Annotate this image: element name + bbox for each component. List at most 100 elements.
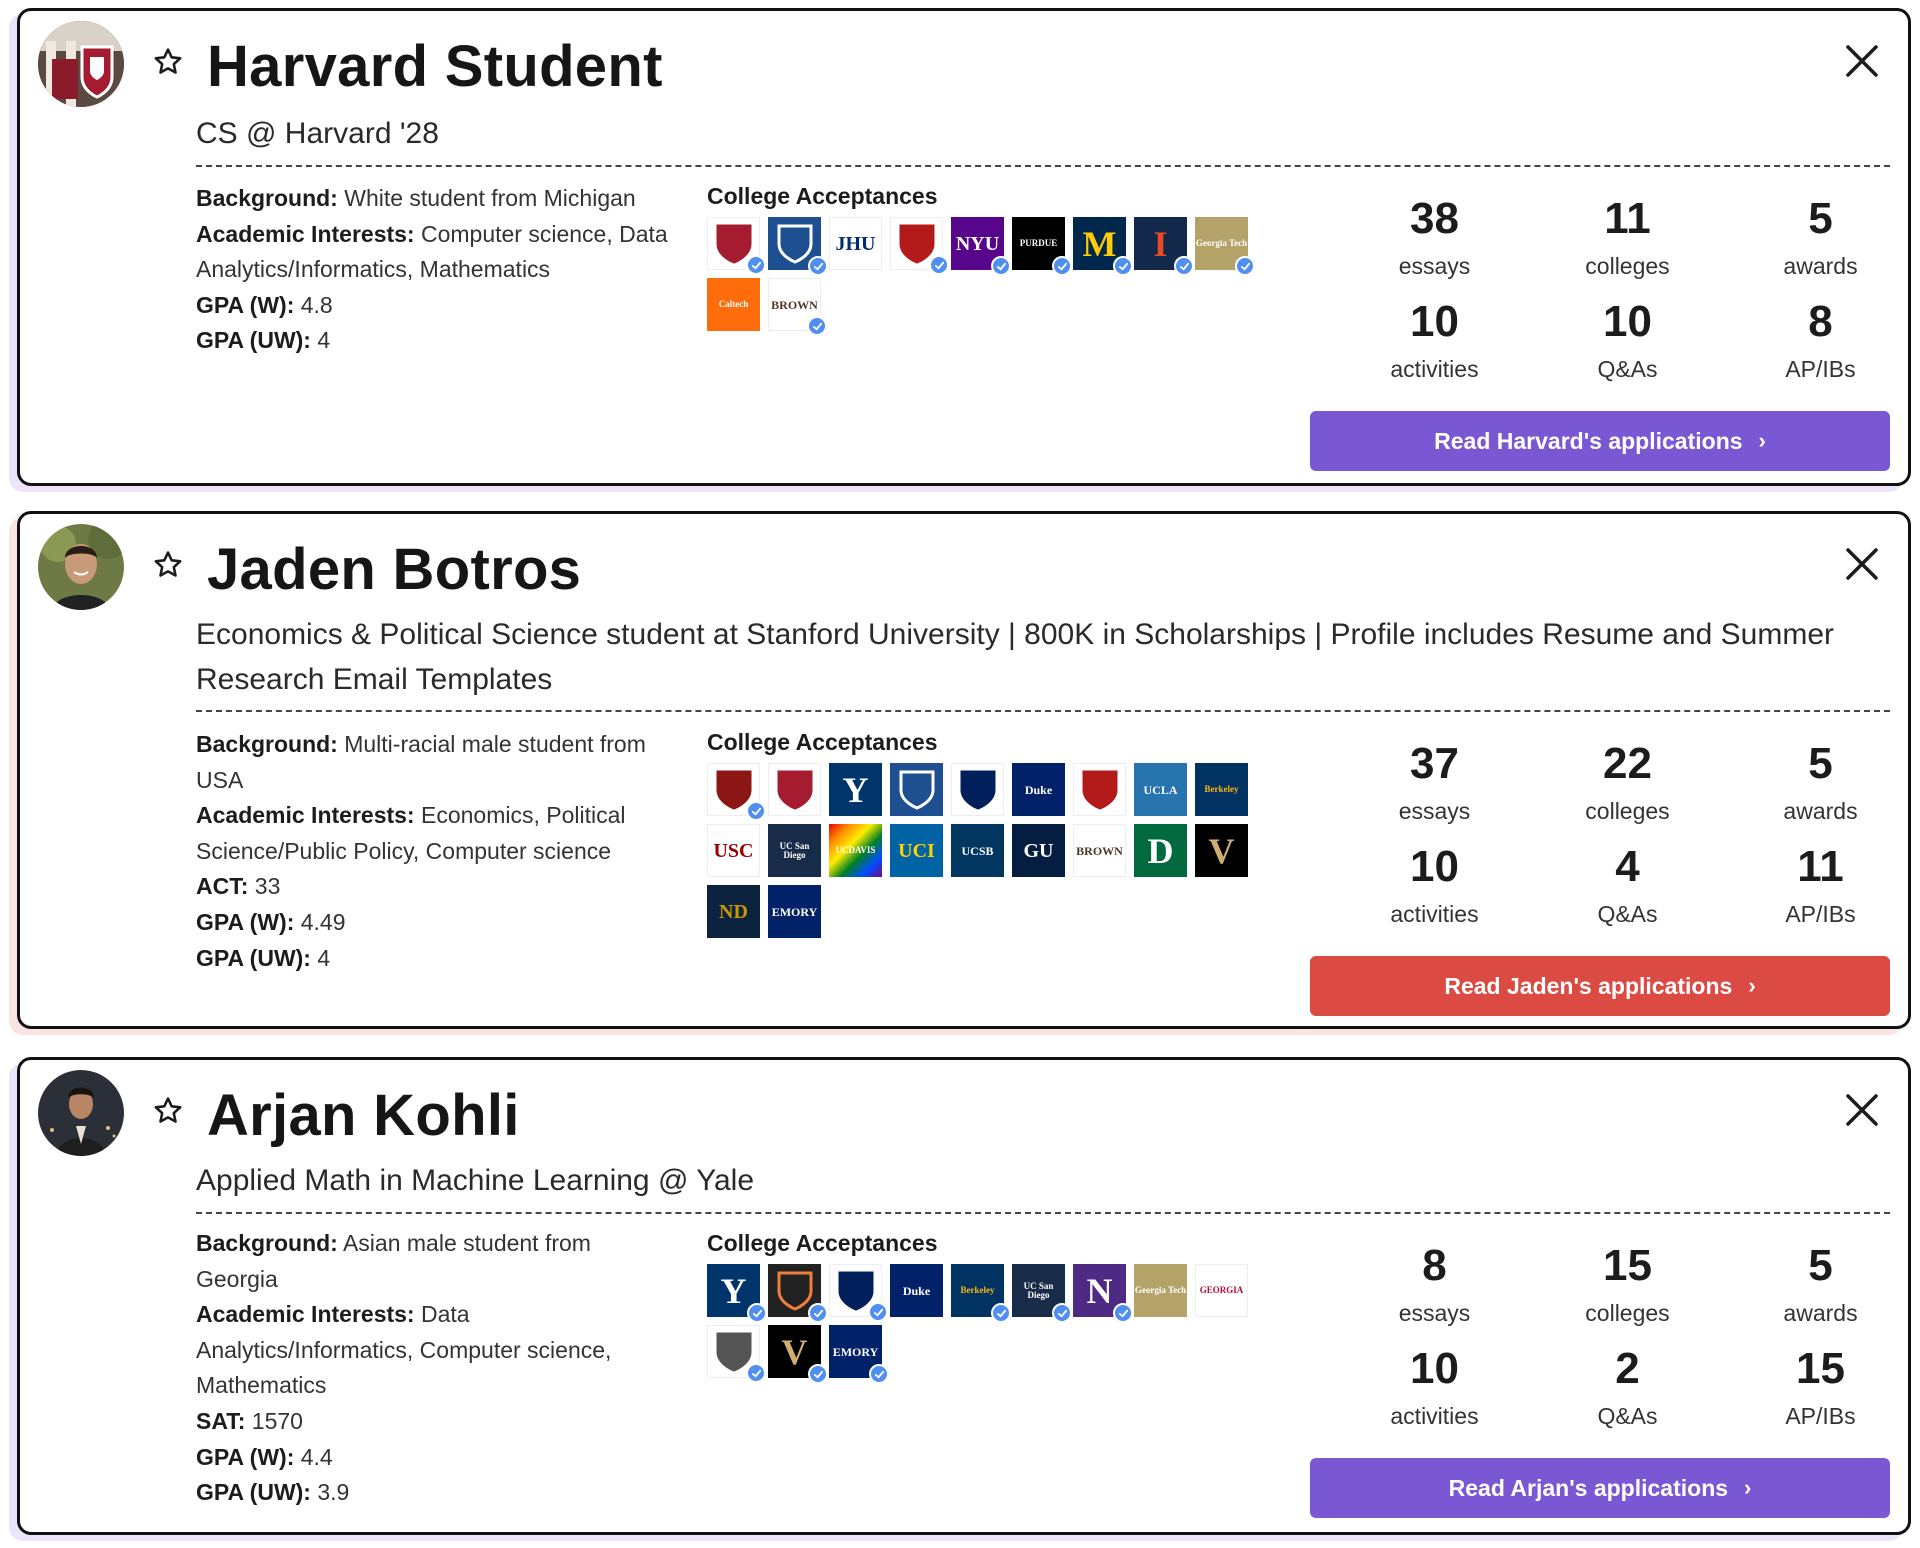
- logo-text: Berkeley: [1204, 784, 1239, 794]
- ucsb-logo-icon[interactable]: UCSB: [951, 824, 1004, 877]
- duke-chapel-icon[interactable]: Duke: [890, 1264, 943, 1317]
- avatar-image-icon: [38, 1070, 124, 1156]
- nyu-torch-icon[interactable]: NYU: [951, 217, 1011, 276]
- stat-awards: 5 awards: [1724, 736, 1917, 839]
- ucsd-logo-icon[interactable]: UC San Diego: [1012, 1264, 1072, 1323]
- berkeley-seal-icon[interactable]: Berkeley: [1195, 763, 1248, 816]
- stat-value: 5: [1808, 1241, 1833, 1290]
- close-icon[interactable]: [1842, 1090, 1882, 1130]
- rice-owl-icon[interactable]: [707, 1325, 766, 1383]
- caltech-logo-icon[interactable]: Caltech: [707, 278, 760, 331]
- logo-text: UCI: [898, 839, 935, 862]
- michigan-m-icon[interactable]: M: [1073, 217, 1133, 276]
- princeton-logo-icon[interactable]: [768, 1264, 828, 1323]
- verified-check-icon: [808, 1303, 828, 1323]
- interests-row: Academic Interests: Economics, Political…: [196, 802, 626, 864]
- logo-text: Caltech: [718, 299, 749, 309]
- student-details: Background: Multi-racial male student fr…: [196, 727, 686, 976]
- ucsd-logo-icon[interactable]: UC San Diego: [768, 824, 821, 877]
- ucdavis-logo-icon[interactable]: UCDAVIS: [829, 824, 882, 877]
- student-name: Arjan Kohli: [207, 1083, 520, 1148]
- emory-shield-icon[interactable]: EMORY: [829, 1325, 889, 1384]
- emblem-shape-icon: [960, 770, 995, 810]
- logo-text: I: [1153, 223, 1168, 264]
- georgia-tech-logo-icon[interactable]: Georgia Tech: [1195, 217, 1255, 276]
- vanderbilt-v-icon[interactable]: V: [768, 1325, 828, 1384]
- stat-label: Q&As: [1597, 901, 1658, 927]
- stanford-tree-icon[interactable]: [707, 763, 766, 821]
- georgetown-logo-icon[interactable]: GU: [1012, 824, 1065, 877]
- yale-y-icon[interactable]: Y: [829, 763, 882, 816]
- verified-check-icon: [808, 1364, 828, 1384]
- duke-chapel-icon[interactable]: Duke: [1012, 763, 1065, 816]
- stat-label: AP/IBs: [1785, 1403, 1856, 1429]
- emblem-shape-icon: [716, 1332, 751, 1372]
- vanderbilt-v-icon[interactable]: V: [1195, 824, 1248, 877]
- emory-shield-icon[interactable]: EMORY: [768, 885, 821, 938]
- read-applications-button[interactable]: Read Jaden's applications ›: [1310, 956, 1890, 1016]
- college-acceptances: College Acceptances Y Duke Berkeley UC San …: [707, 1230, 1277, 1386]
- verified-check-icon: [991, 256, 1011, 276]
- illinois-i-icon[interactable]: I: [1134, 217, 1194, 276]
- stat-label: AP/IBs: [1785, 356, 1856, 382]
- penn-shield-icon[interactable]: [951, 763, 1004, 816]
- stat-value: 4: [1615, 842, 1640, 891]
- close-icon[interactable]: [1842, 41, 1882, 81]
- logo-grid: Y Duke Berkeley UC San Diego N Georgia Tech GE…: [707, 1264, 1267, 1386]
- stat-label: colleges: [1585, 1300, 1670, 1326]
- gpa-weighted-row: GPA (W): 4.8: [196, 291, 333, 318]
- stat-value: 10: [1603, 297, 1652, 346]
- northwestern-n-icon[interactable]: N: [1073, 1264, 1133, 1323]
- favorite-star-icon[interactable]: [151, 1094, 185, 1128]
- logo-text: V: [781, 1331, 808, 1372]
- brown-shield-icon[interactable]: BROWN: [768, 278, 827, 336]
- emblem-shape-icon: [1082, 770, 1117, 810]
- columbia-crown-icon[interactable]: [768, 217, 828, 276]
- notre-dame-logo-icon[interactable]: ND: [707, 885, 760, 938]
- logo-text: GU: [1023, 839, 1054, 862]
- verified-check-icon: [869, 1364, 889, 1384]
- stat-label: AP/IBs: [1785, 901, 1856, 927]
- yale-y-icon[interactable]: Y: [707, 1264, 767, 1323]
- logo-text: D: [1147, 830, 1174, 871]
- georgia-tech-logo-icon[interactable]: Georgia Tech: [1134, 1264, 1187, 1317]
- columbia-crown-icon[interactable]: [890, 763, 943, 816]
- stat-label: awards: [1783, 253, 1858, 279]
- purdue-logo-icon[interactable]: PURDUE: [1012, 217, 1072, 276]
- close-icon[interactable]: [1842, 544, 1882, 584]
- harvard-shield-icon[interactable]: [707, 217, 766, 275]
- uga-logo-icon[interactable]: GEORGIA: [1195, 1264, 1248, 1317]
- stat-value: 22: [1603, 739, 1652, 788]
- stat-value: 5: [1808, 739, 1833, 788]
- stat-label: awards: [1783, 1300, 1858, 1326]
- uci-logo-icon[interactable]: UCI: [890, 824, 943, 877]
- favorite-star-icon[interactable]: [151, 45, 185, 79]
- stat-label: colleges: [1585, 798, 1670, 824]
- stat-value: 2: [1615, 1344, 1640, 1393]
- cornell-seal-icon[interactable]: [890, 217, 949, 275]
- harvard-shield-icon[interactable]: [768, 763, 821, 816]
- usc-logo-icon[interactable]: USC: [707, 824, 760, 877]
- favorite-star-icon[interactable]: [151, 548, 185, 582]
- verified-check-icon: [1052, 256, 1072, 276]
- read-applications-button[interactable]: Read Arjan's applications ›: [1310, 1458, 1890, 1518]
- berkeley-seal-icon[interactable]: Berkeley: [951, 1264, 1011, 1323]
- stat-label: colleges: [1585, 253, 1670, 279]
- profile-card: Harvard Student CS @ Harvard '28 Backgro…: [17, 8, 1911, 486]
- logo-text: UCDAVIS: [835, 845, 876, 855]
- dartmouth-d-icon[interactable]: D: [1134, 824, 1187, 877]
- jhu-logo-icon[interactable]: JHU: [829, 217, 882, 270]
- cornell-seal-icon[interactable]: [1073, 763, 1126, 816]
- college-acceptances: College Acceptances Y Duke UCLA Berkeley USC…: [707, 729, 1277, 946]
- avatar-image-icon: [38, 524, 124, 610]
- interests-row: Academic Interests: Computer science, Da…: [196, 220, 668, 283]
- penn-shield-icon[interactable]: [829, 1264, 888, 1322]
- logo-text: UC San Diego: [779, 840, 810, 860]
- ucla-logo-icon[interactable]: UCLA: [1134, 763, 1187, 816]
- verified-check-icon: [868, 1302, 888, 1322]
- read-applications-button[interactable]: Read Harvard's applications ›: [1310, 411, 1890, 471]
- logo-text: BROWN: [1076, 843, 1123, 858]
- brown-shield-icon[interactable]: BROWN: [1073, 824, 1126, 877]
- chevron-right-icon: ›: [1748, 973, 1756, 998]
- logo-text: EMORY: [771, 904, 818, 919]
